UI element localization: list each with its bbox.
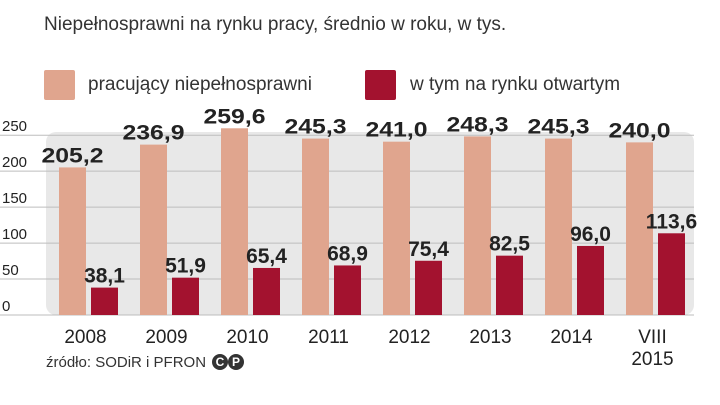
legend-swatch-series2 (365, 70, 396, 100)
x-tick-label: 2014 (550, 327, 593, 348)
data-label-series1: 241,0 (366, 119, 428, 142)
bar-series1 (383, 141, 410, 315)
y-tick-label: 0 (2, 298, 10, 315)
source-text: źródło: SODiR i PFRON (46, 353, 207, 371)
y-tick-label: 100 (2, 226, 27, 243)
legend-label-series1: pracujący niepełnosprawni (88, 74, 312, 95)
bar-series2 (172, 277, 199, 315)
x-tick-label: 2015 (631, 349, 673, 370)
bar-series2 (577, 245, 604, 315)
bar-series2 (91, 287, 118, 315)
y-tick-label: 200 (2, 154, 27, 171)
legend-swatch-series1 (44, 70, 75, 100)
bar-series1 (221, 128, 248, 315)
y-tick-label: 50 (2, 262, 19, 279)
data-label-series2: 51,9 (165, 255, 206, 278)
data-label-series2: 38,1 (84, 265, 125, 288)
x-tick-label: 2010 (226, 327, 268, 348)
data-label-series2: 82,5 (489, 233, 530, 256)
bar-series2 (496, 255, 523, 315)
x-tick-label: VIII (638, 327, 667, 348)
svg-text:P: P (232, 355, 240, 369)
data-label-series2: 113,6 (646, 210, 697, 233)
bar-series2 (334, 265, 361, 315)
chart-title: Niepełnosprawni na rynku pracy, średnio … (44, 14, 507, 35)
x-tick-label: 2011 (308, 327, 349, 348)
copyright-cp-icon: C P (211, 353, 247, 371)
x-tick-label: 2009 (145, 327, 187, 348)
bar-series1 (626, 142, 653, 315)
data-label-series1: 248,3 (447, 113, 509, 136)
bar-series1 (464, 136, 491, 315)
x-tick-label: 2013 (469, 327, 511, 348)
bar-series1 (59, 167, 86, 315)
bar-series2 (253, 267, 280, 315)
data-label-series2: 96,0 (570, 223, 611, 246)
x-tick-label: 2012 (388, 327, 430, 348)
data-label-series1: 236,9 (123, 122, 185, 145)
data-label-series2: 65,4 (246, 245, 287, 268)
bar-series1 (140, 144, 167, 315)
data-label-series1: 240,0 (609, 119, 671, 142)
x-tick-label: 2008 (64, 327, 106, 348)
bar-series1 (545, 138, 572, 315)
y-tick-label: 150 (2, 190, 27, 207)
data-label-series1: 245,3 (285, 116, 347, 139)
legend-label-series2: w tym na rynku otwartym (410, 74, 621, 95)
bar-series1 (302, 138, 329, 315)
source-note: źródło: SODiR i PFRON C P (46, 353, 247, 371)
data-label-series2: 68,9 (327, 242, 368, 265)
svg-text:C: C (216, 355, 225, 369)
plot-background (46, 132, 694, 315)
bar-series2 (658, 233, 685, 315)
data-label-series1: 245,3 (528, 116, 590, 139)
data-label-series1: 259,6 (204, 105, 266, 128)
bar-series2 (415, 260, 442, 315)
y-tick-label: 250 (2, 118, 27, 135)
data-label-series2: 75,4 (408, 238, 449, 261)
data-label-series1: 205,2 (42, 144, 104, 167)
